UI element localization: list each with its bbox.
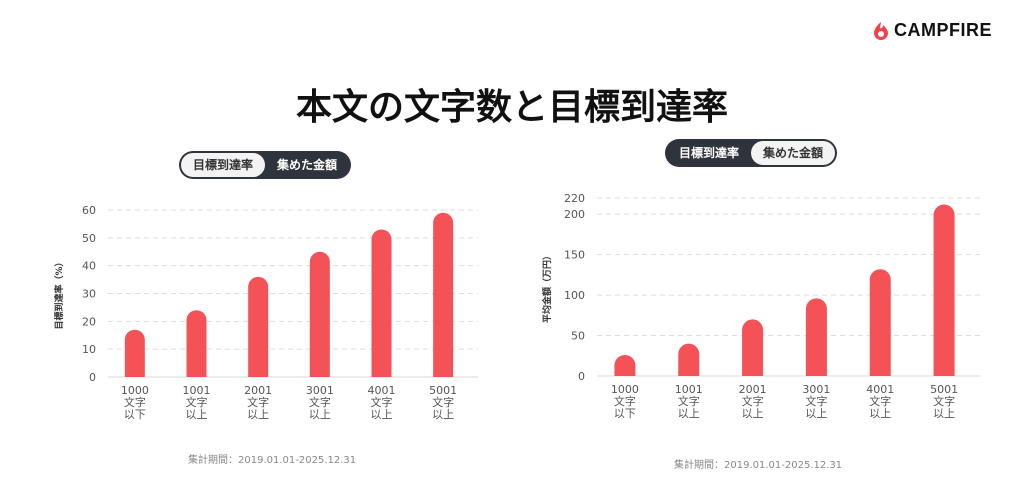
toggle-achievement-rate[interactable]: 目標到達率 [181, 153, 266, 177]
page-title: 本文の文字数と目標到達率 [295, 87, 728, 128]
x-tick-label: 以上 [933, 407, 955, 420]
bar [678, 343, 700, 376]
x-tick-label: 文字 [742, 394, 764, 408]
bar [248, 276, 269, 377]
x-tick-label: 文字 [186, 395, 208, 409]
x-tick-label: 以上 [678, 407, 700, 420]
y-tick-label: 20 [82, 315, 96, 328]
flame-icon [874, 21, 888, 40]
y-axis-label: 平均金額（万円） [541, 251, 553, 323]
x-tick-label: 1000 [121, 384, 149, 397]
brand-name: CAMPFIRE [894, 20, 992, 40]
y-tick-label: 50 [82, 232, 96, 245]
metric-toggle-left[interactable]: 目標到達率 集めた金額 [179, 151, 352, 179]
toggle-amount-raised[interactable]: 集めた金額 [277, 158, 338, 172]
y-tick-label: 220 [564, 192, 585, 205]
x-tick-label: 以上 [371, 408, 393, 421]
y-tick-label: 50 [571, 330, 585, 343]
y-tick-label: 0 [578, 370, 585, 383]
x-tick-label: 以下 [124, 408, 146, 421]
metric-toggle-right[interactable]: 目標到達率 集めた金額 [665, 139, 838, 167]
x-tick-label: 文字 [805, 394, 827, 408]
x-tick-label: 以上 [805, 407, 827, 420]
y-tick-label: 0 [89, 371, 96, 384]
x-tick-label: 3001 [802, 383, 830, 396]
period-note-right: 集計期間：2019.01.01-2025.12.31 [674, 460, 843, 471]
x-tick-label: 文字 [247, 395, 269, 409]
x-tick-label: 2001 [244, 384, 272, 397]
bar [186, 310, 207, 377]
campfire-logo[interactable]: CAMPFIRE [872, 20, 992, 41]
y-tick-label: 200 [564, 208, 585, 221]
x-tick-label: 以上 [742, 407, 764, 420]
y-tick-label: 100 [564, 289, 585, 302]
x-tick-label: 4001 [368, 384, 396, 397]
x-tick-label: 2001 [739, 383, 767, 396]
x-tick-label: 以上 [247, 408, 269, 421]
x-tick-label: 以上 [186, 408, 208, 421]
y-tick-label: 30 [82, 288, 96, 301]
bar [869, 269, 891, 376]
x-tick-label: 1001 [183, 384, 211, 397]
bar [742, 319, 764, 376]
x-tick-label: 文字 [371, 395, 393, 409]
bar [124, 329, 145, 377]
y-tick-label: 150 [564, 249, 585, 262]
bar [433, 212, 454, 377]
x-tick-label: 文字 [869, 394, 891, 408]
x-tick-label: 以上 [309, 408, 331, 421]
x-tick-label: 5001 [930, 383, 958, 396]
x-tick-label: 以上 [869, 407, 891, 420]
y-tick-label: 60 [82, 204, 96, 217]
x-tick-label: 文字 [432, 395, 454, 409]
bar [614, 354, 636, 376]
y-tick-label: 40 [82, 260, 96, 273]
bar [309, 251, 330, 377]
y-tick-label: 10 [82, 343, 96, 356]
toggle-amount-raised[interactable]: 集めた金額 [751, 141, 836, 165]
bar [805, 298, 827, 376]
x-tick-label: 5001 [429, 384, 457, 397]
x-tick-label: 文字 [614, 394, 636, 408]
period-note-left: 集計期間：2019.01.01-2025.12.31 [188, 455, 357, 466]
x-tick-label: 1000 [611, 383, 639, 396]
x-tick-label: 4001 [866, 383, 894, 396]
x-tick-label: 文字 [124, 395, 146, 409]
x-tick-label: 1001 [675, 383, 703, 396]
toggle-achievement-rate[interactable]: 目標到達率 [679, 146, 740, 160]
x-tick-label: 以下 [614, 407, 636, 420]
x-tick-label: 文字 [678, 394, 700, 408]
bar [933, 204, 955, 376]
x-tick-label: 3001 [306, 384, 334, 397]
x-tick-label: 文字 [933, 394, 955, 408]
y-axis-label: 目標到達率（%） [53, 257, 65, 329]
x-tick-label: 文字 [309, 395, 331, 409]
x-tick-label: 以上 [432, 408, 454, 421]
bar [371, 229, 392, 377]
